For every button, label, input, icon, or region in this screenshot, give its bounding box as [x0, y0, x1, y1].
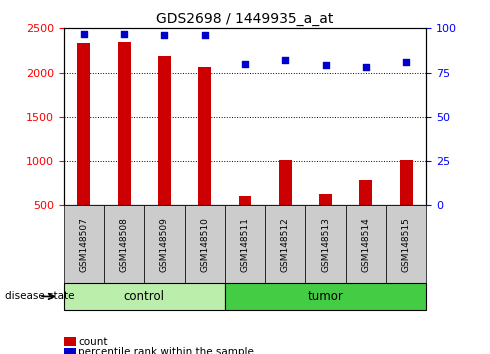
Text: GSM148511: GSM148511 [241, 217, 249, 272]
Text: GSM148510: GSM148510 [200, 217, 209, 272]
Bar [400, 160, 413, 205]
Point [402, 59, 410, 65]
Point [321, 63, 329, 68]
Text: tumor: tumor [308, 290, 343, 303]
Point [201, 33, 209, 38]
Bar [319, 194, 332, 205]
Title: GDS2698 / 1449935_a_at: GDS2698 / 1449935_a_at [156, 12, 334, 26]
Point [120, 31, 128, 36]
Bar [118, 42, 130, 205]
Bar [360, 180, 372, 205]
Point [281, 57, 289, 63]
Point [241, 61, 249, 67]
Text: GSM148507: GSM148507 [79, 217, 88, 272]
Point [362, 64, 370, 70]
Text: GSM148515: GSM148515 [402, 217, 411, 272]
Text: GSM148512: GSM148512 [281, 217, 290, 272]
Bar [158, 56, 171, 205]
Text: GSM148513: GSM148513 [321, 217, 330, 272]
Bar [279, 160, 292, 205]
Bar [77, 44, 90, 205]
Text: percentile rank within the sample: percentile rank within the sample [78, 347, 254, 354]
Text: disease state: disease state [5, 291, 74, 302]
Bar [198, 67, 211, 205]
Text: count: count [78, 337, 108, 347]
Bar [239, 195, 251, 205]
Text: GSM148514: GSM148514 [361, 217, 370, 272]
Text: GSM148509: GSM148509 [160, 217, 169, 272]
Point [161, 33, 169, 38]
Text: GSM148508: GSM148508 [120, 217, 129, 272]
Point [80, 31, 88, 36]
Text: control: control [124, 290, 165, 303]
